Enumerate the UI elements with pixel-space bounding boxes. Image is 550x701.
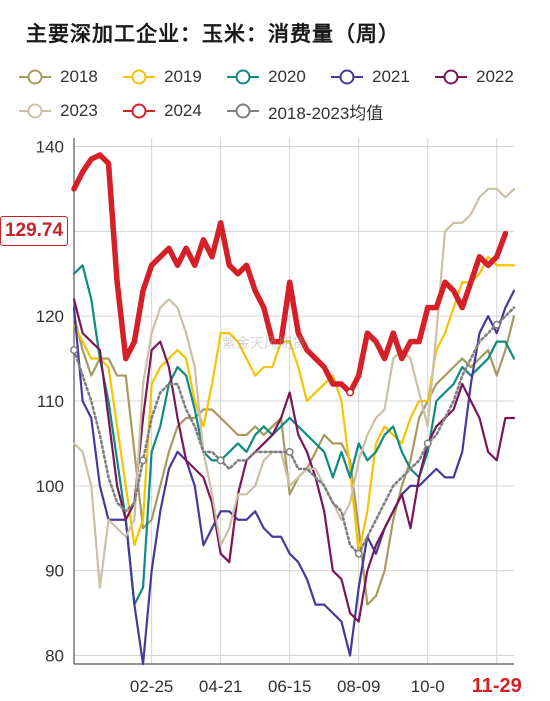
legend-label: 2022 bbox=[476, 67, 514, 86]
legend-swatch bbox=[227, 103, 259, 119]
last-value-label: 129.74 bbox=[0, 216, 68, 246]
legend-label: 2018-2023均值 bbox=[268, 103, 384, 123]
legend-label: 2019 bbox=[164, 67, 202, 86]
legend-swatch bbox=[19, 69, 51, 85]
legend-swatch bbox=[331, 69, 363, 85]
legend-swatch bbox=[123, 69, 155, 85]
x-tick-label: 02-25 bbox=[130, 677, 173, 696]
legend: 2018 2019 2020 2021 2022 2023 2024 2018-2023均值 bbox=[0, 0, 550, 130]
y-tick-label: 100 bbox=[36, 477, 64, 496]
legend-item: 2022 bbox=[434, 66, 514, 88]
x-tick-label: 06-15 bbox=[268, 677, 311, 696]
chart-title: 主要深加工企业：玉米：消费量（周） bbox=[26, 22, 400, 46]
legend-swatch bbox=[123, 103, 155, 119]
avg-point bbox=[139, 456, 147, 465]
watermark: 紫金天风期货 bbox=[222, 336, 306, 352]
legend-label: 2021 bbox=[372, 67, 410, 86]
legend-swatch bbox=[19, 103, 51, 119]
legend-item: 2021 bbox=[330, 66, 410, 88]
avg-point bbox=[285, 447, 294, 456]
series-line bbox=[72, 306, 516, 556]
series-line bbox=[71, 152, 509, 396]
y-tick-label: 140 bbox=[36, 137, 64, 156]
legend-label: 2020 bbox=[268, 67, 306, 86]
legend-label: 2018 bbox=[60, 67, 98, 86]
y-tick-label: 80 bbox=[45, 647, 64, 666]
series-line bbox=[72, 187, 516, 589]
avg-point bbox=[423, 439, 432, 448]
x-tick-label: 10-0 bbox=[411, 677, 445, 696]
series-line bbox=[72, 255, 516, 555]
legend-item: 2018-2023均值 bbox=[226, 100, 384, 123]
series-line bbox=[72, 289, 516, 666]
legend-item: 2024 bbox=[122, 100, 202, 122]
legend-label: 2024 bbox=[164, 101, 202, 120]
x-tick-label: 11-29 bbox=[472, 675, 522, 697]
legend-label: 2023 bbox=[60, 101, 98, 120]
avg-point bbox=[70, 346, 78, 355]
y-tick-label: 120 bbox=[36, 307, 64, 326]
y-tick-label: 110 bbox=[37, 392, 64, 411]
legend-item: 2020 bbox=[226, 66, 306, 88]
avg-point bbox=[354, 549, 363, 558]
legend-swatch bbox=[435, 69, 467, 85]
legend-item: 2023 bbox=[18, 100, 98, 122]
avg-point bbox=[492, 320, 501, 329]
series-line bbox=[72, 264, 516, 606]
series-line bbox=[72, 298, 516, 623]
avg-point bbox=[216, 456, 225, 465]
legend-swatch bbox=[227, 69, 259, 85]
x-tick-label: 04-21 bbox=[199, 677, 242, 696]
legend-item: 2019 bbox=[122, 66, 202, 88]
y-tick-label: 90 bbox=[45, 562, 64, 581]
x-tick-label: 08-09 bbox=[337, 677, 380, 696]
point-2024 bbox=[346, 388, 355, 397]
legend-item: 2018 bbox=[18, 66, 98, 88]
